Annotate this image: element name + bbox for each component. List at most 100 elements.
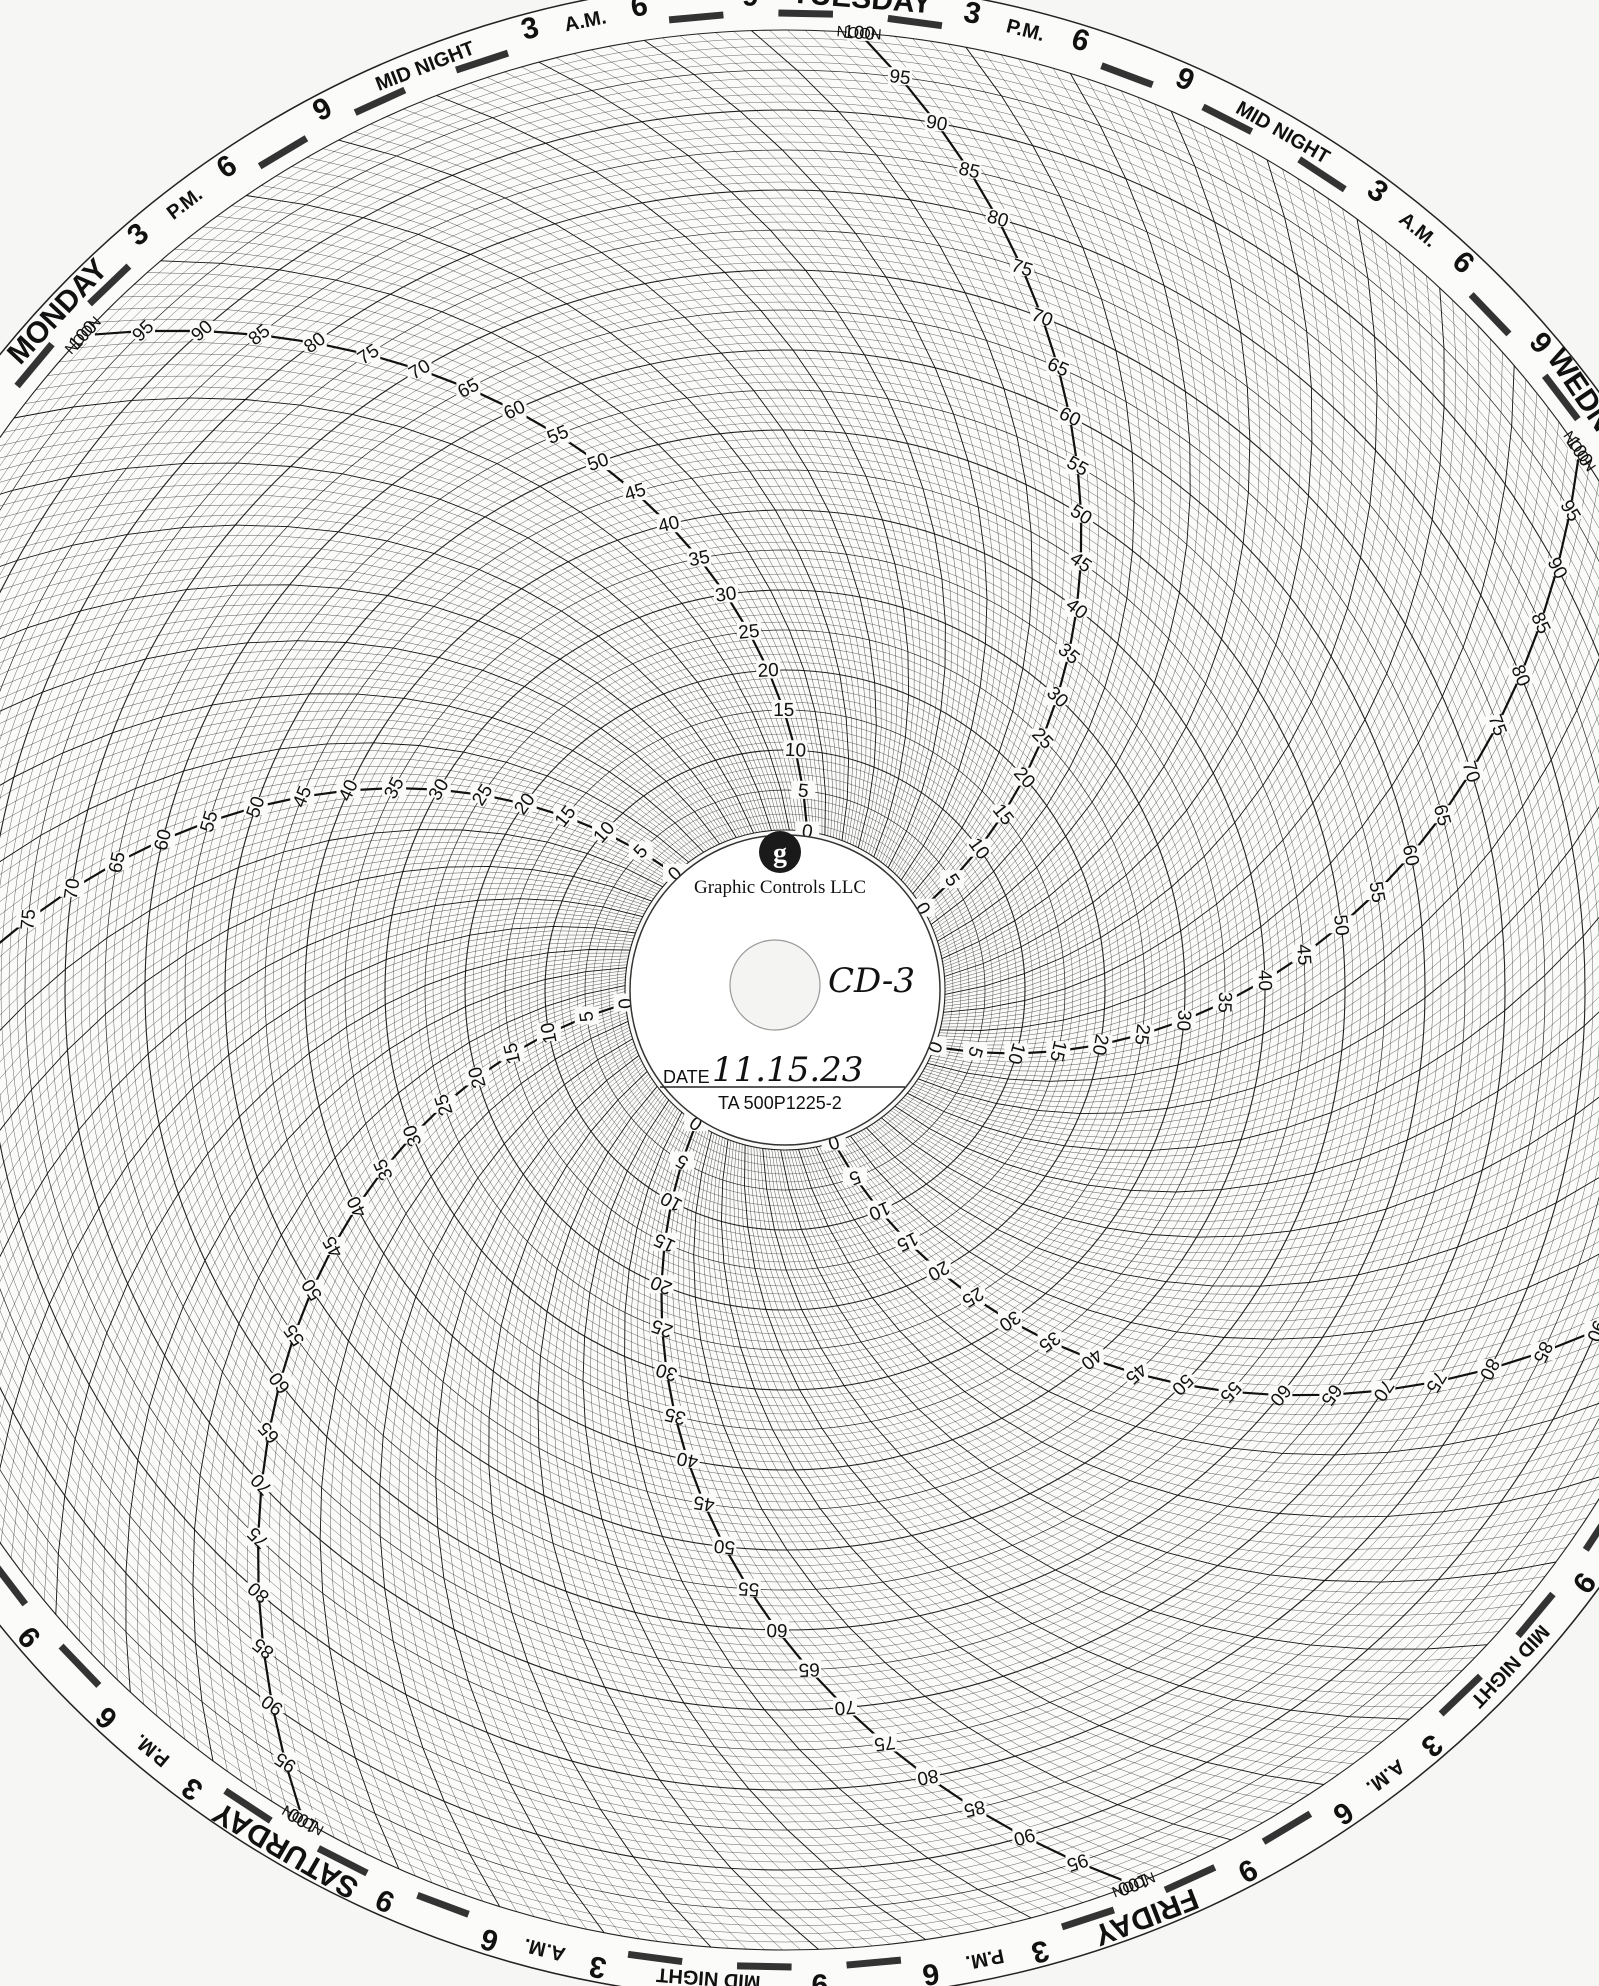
minor-time-line (0, 835, 661, 1047)
minor-time-line (733, 1142, 1368, 1754)
grid-ring-minor (408, 613, 1162, 1367)
scale-label-bg (736, 621, 761, 640)
grid-ring-minor (0, 205, 1570, 1775)
minor-time-line (916, 826, 1599, 1120)
minor-time-line (0, 815, 667, 1001)
minor-time-line (309, 1018, 628, 1862)
minor-time-line (792, 1149, 1597, 1539)
scale-label: 75 (873, 1731, 897, 1755)
grid-ring-major (304, 509, 1266, 1471)
minor-time-line (861, 1130, 1599, 1304)
minor-time-line (0, 883, 648, 1190)
scale-label-bg (713, 584, 738, 603)
scale-label: 35 (662, 1403, 688, 1429)
grid-ring-major (0, 109, 1599, 1871)
minor-time-line (805, 30, 1057, 902)
date-label: DATE (663, 1067, 710, 1087)
rim-bar (627, 1950, 683, 1966)
minor-time-line (899, 981, 1599, 1178)
scale-label-bg (1508, 665, 1533, 684)
minor-time-line (0, 676, 709, 850)
scale-label: 5 (576, 1010, 598, 1023)
scale-label-bg (382, 778, 407, 797)
minor-time-line (703, 1134, 1263, 1823)
scale-label: 55 (737, 1577, 759, 1599)
rim-bar (1541, 373, 1581, 422)
rim-bar (1582, 1523, 1599, 1552)
scale-label-bg (282, 1325, 307, 1344)
hour-line (941, 110, 1251, 960)
scale-label-bg (150, 829, 175, 848)
minor-time-line (873, 1122, 1599, 1262)
minor-time-line (350, 1029, 631, 1890)
scale-label-bg (545, 424, 570, 443)
minor-time-line (943, 134, 1281, 968)
grid-ring-major (0, 189, 1586, 1791)
minor-time-line (919, 786, 1599, 1109)
scale-label-bg (1218, 1381, 1243, 1400)
hour-line (881, 1096, 1599, 1238)
minor-time-line (0, 702, 702, 854)
hour-line (338, 139, 877, 848)
minor-time-line (944, 208, 1367, 992)
rim-bar (846, 1956, 902, 1969)
grid-ring-major (424, 629, 1146, 1351)
grid-ring-minor (336, 541, 1234, 1439)
grid-ring-minor (376, 581, 1194, 1399)
minor-time-line (883, 1083, 1599, 1230)
grid-ring-minor (520, 725, 1050, 1255)
grid-ring-minor (192, 397, 1378, 1583)
scale-label-bg (267, 1372, 292, 1391)
scale-label-bg (16, 909, 41, 928)
scale-label-bg (1121, 1874, 1146, 1893)
grid-ring-minor (568, 773, 1002, 1207)
minor-time-line (769, 29, 1041, 897)
scale-label-bg (1329, 915, 1354, 934)
minor-time-line (697, 33, 1009, 887)
minor-time-line (67, 952, 630, 1628)
scale-label-bg (197, 811, 222, 830)
scale-label-bg (1010, 257, 1035, 276)
minor-time-line (924, 714, 1599, 1092)
hour-label: 3 (586, 1949, 609, 1985)
hour-line (13, 397, 790, 831)
scale-label-bg (847, 22, 872, 41)
scale-label-bg (915, 1767, 940, 1786)
radial-scales: 0510152025303540455055606570758085909510… (16, 22, 1599, 1900)
rim-bar (14, 341, 55, 389)
minor-time-line (0, 718, 697, 858)
minor-time-line (747, 1145, 1423, 1708)
minor-time-line (417, 1049, 637, 1926)
grid-ring-major (624, 829, 946, 1151)
hour-line (939, 365, 1515, 1031)
scale-label-bg (1004, 1043, 1029, 1062)
scale-label-bg (1485, 715, 1510, 734)
minor-time-line (261, 185, 854, 842)
hour-line (160, 260, 826, 836)
minor-time-line (278, 1009, 627, 1838)
rim-bar (1261, 1810, 1313, 1845)
minor-time-line (0, 871, 651, 1149)
scale-label-bg (536, 1023, 561, 1042)
scale-label-bg (290, 786, 315, 805)
scale-label-bg (302, 332, 327, 351)
minor-time-line (827, 1144, 1599, 1416)
scale-label-bg (553, 806, 578, 825)
minor-time-line (35, 375, 796, 831)
minor-time-line (626, 43, 980, 878)
minor-time-line (636, 1116, 1066, 1909)
minor-time-line (147, 272, 823, 835)
scale-label-bg (431, 1094, 456, 1113)
minor-time-line (944, 178, 1334, 983)
minor-time-line (202, 226, 837, 838)
minor-time-line (774, 1149, 1535, 1605)
minor-time-line (942, 126, 1271, 965)
scale-label-bg (962, 1798, 987, 1817)
hour-line (246, 195, 850, 841)
minor-time-line (876, 1121, 1599, 1254)
minor-time-line (630, 1114, 1049, 1914)
grid-ring-minor (256, 461, 1314, 1519)
minor-time-line (783, 1149, 1567, 1572)
minor-time-line (777, 1149, 1546, 1594)
minor-time-line (822, 1145, 1599, 1435)
